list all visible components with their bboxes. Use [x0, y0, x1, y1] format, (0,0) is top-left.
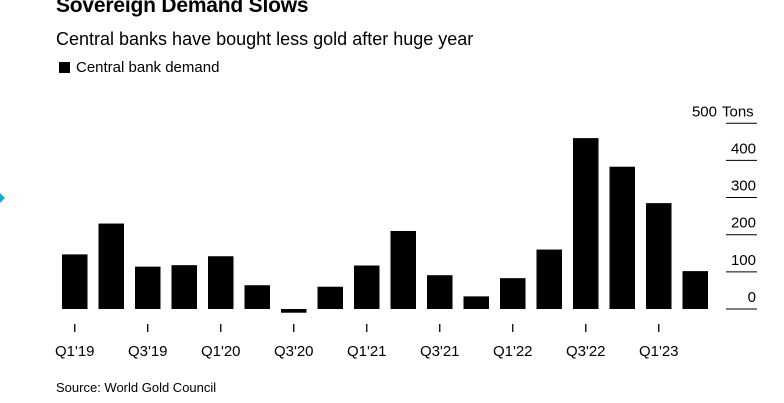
x-tick-label: Q1'22: [493, 343, 533, 360]
legend: Central bank demand: [59, 59, 219, 76]
legend-swatch: [59, 62, 70, 73]
bar-Q1'20: [208, 256, 234, 309]
chart-subtitle: Central banks have bought less gold afte…: [56, 29, 474, 49]
pointer-marker-icon: [0, 193, 5, 203]
bar-Q1'21: [354, 265, 380, 309]
x-tick-label: Q1'21: [347, 343, 387, 360]
bar-Q1'23: [646, 203, 672, 309]
x-tick-label: Q3'20: [274, 343, 314, 360]
y-tick-label: 300: [731, 178, 756, 195]
bar-Q4'19: [171, 265, 197, 309]
y-tick-label: 0: [748, 289, 756, 306]
legend-label: Central bank demand: [76, 59, 220, 76]
y-axis-unit-label: Tons: [722, 103, 754, 120]
bar-Q4'20: [317, 286, 343, 309]
x-tick-label: Q3'22: [566, 343, 606, 360]
x-tick-label: Q1'20: [201, 343, 241, 360]
y-tick-label: 400: [731, 140, 756, 157]
bar-Q3'20: [281, 309, 307, 313]
bar-Q2'23: [682, 271, 708, 309]
bar-Q2'22: [536, 249, 562, 309]
chart-title: Sovereign Demand Slows: [56, 0, 309, 17]
bar-Q2'20: [244, 285, 270, 309]
x-tick-label: Q1'19: [55, 343, 95, 360]
bar-Q1'22: [500, 278, 526, 309]
x-tick-label: Q3'19: [128, 343, 168, 360]
bar-Q4'21: [463, 296, 489, 309]
bar-Q3'21: [427, 275, 453, 309]
x-tick-label: Q1'23: [639, 343, 679, 360]
bar-Q3'19: [135, 266, 161, 309]
bar-Q4'22: [609, 166, 635, 309]
bar-Q1'19: [62, 254, 88, 309]
x-tick-label: Q3'21: [420, 343, 460, 360]
bar-Q3'22: [573, 138, 599, 309]
bar-Q2'19: [98, 223, 124, 309]
bar-Q2'21: [390, 230, 416, 309]
y-tick-label: 200: [731, 215, 756, 232]
y-tick-label: 100: [731, 252, 756, 269]
y-tick-label: 500: [692, 103, 717, 120]
source-note: Source: World Gold Council: [56, 380, 217, 395]
